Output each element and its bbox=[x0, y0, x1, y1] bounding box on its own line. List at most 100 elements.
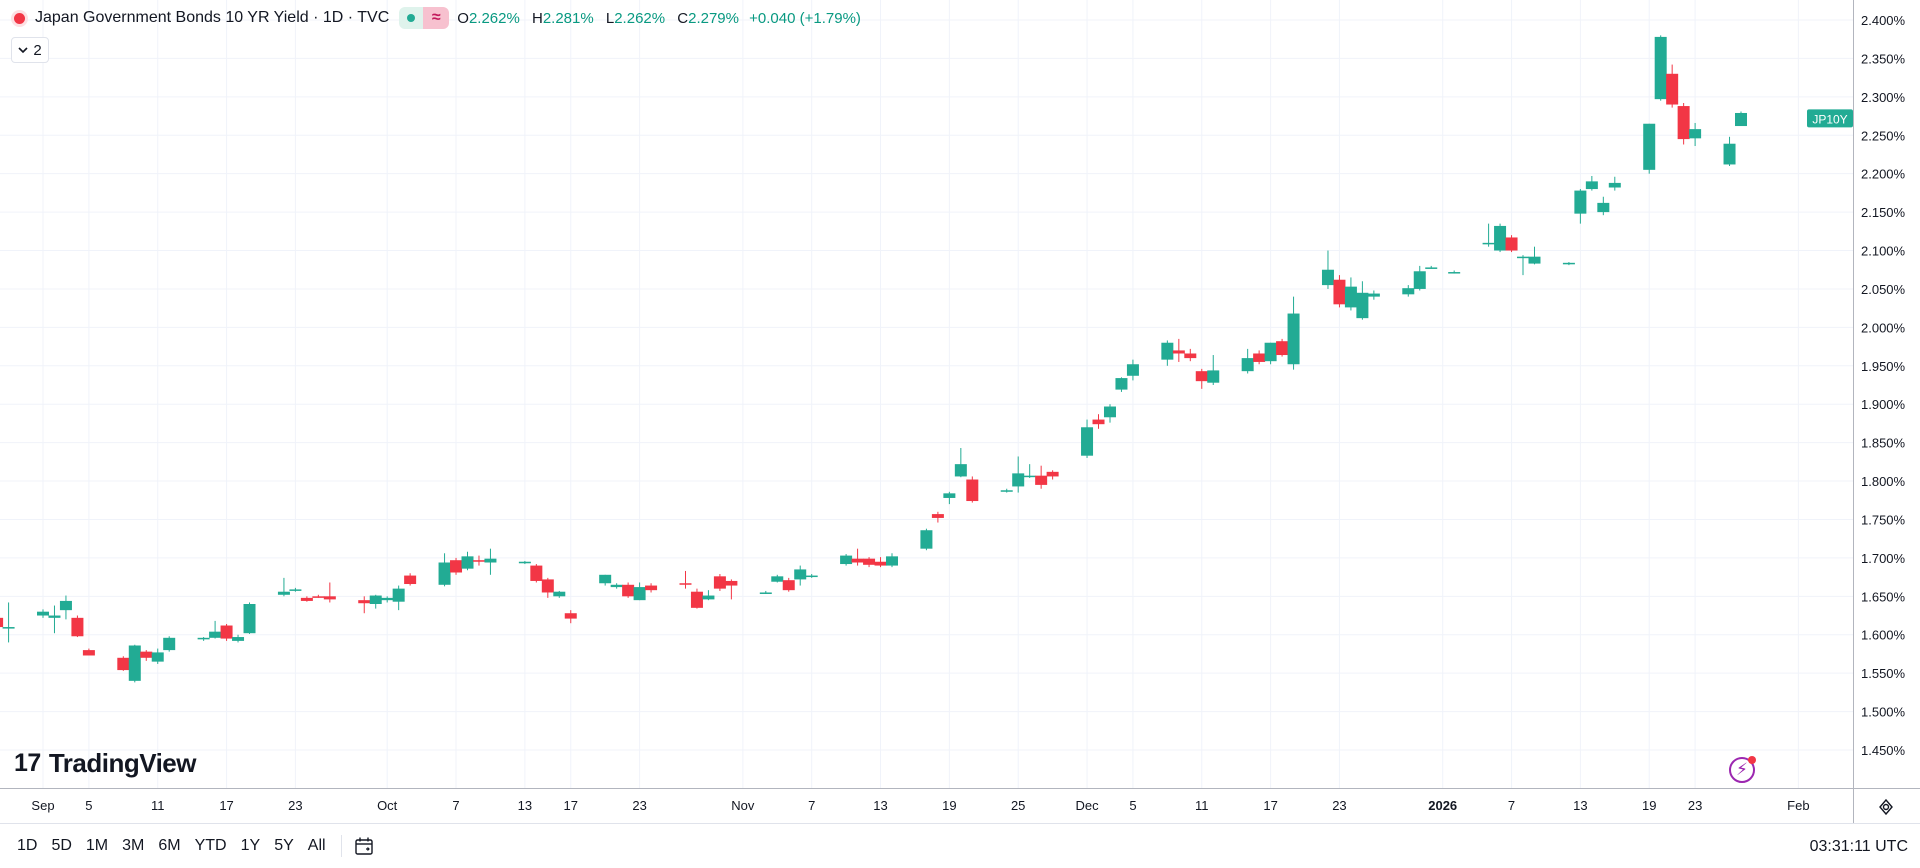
legend-collapse-button[interactable]: 2 bbox=[11, 37, 49, 63]
candle bbox=[1517, 255, 1530, 276]
candle bbox=[1172, 338, 1185, 362]
candle bbox=[725, 579, 738, 600]
candle bbox=[1035, 465, 1048, 489]
candle bbox=[1321, 250, 1334, 289]
candle-body-up bbox=[1344, 286, 1357, 308]
range-ytd-button[interactable]: YTD bbox=[194, 837, 227, 854]
candle bbox=[1494, 223, 1507, 253]
candle bbox=[358, 596, 371, 614]
candle bbox=[71, 615, 84, 638]
delayed-data-icon: ≈ bbox=[423, 7, 450, 29]
tradingview-logo[interactable]: 17 TradingView bbox=[14, 748, 197, 779]
candle-body-up bbox=[1448, 272, 1461, 274]
range-1m-button[interactable]: 1M bbox=[85, 837, 109, 854]
candle bbox=[1000, 488, 1013, 493]
candle bbox=[450, 557, 463, 575]
candle bbox=[277, 577, 290, 597]
candle-body-up bbox=[369, 595, 382, 604]
candle-body-up bbox=[1321, 269, 1334, 286]
price-axis[interactable]: 1.450% 1.500% 1.550% 1.600% 1.650% 1.700% 1.75… bbox=[1853, 0, 1906, 823]
candle-body-up bbox=[232, 637, 245, 641]
candle bbox=[197, 637, 210, 641]
candle-body-down bbox=[564, 613, 577, 619]
candle bbox=[1333, 275, 1346, 308]
candle-body-down bbox=[71, 617, 84, 637]
range-5d-button[interactable]: 5D bbox=[51, 837, 72, 854]
candle bbox=[1264, 342, 1277, 365]
candle-body-down bbox=[1666, 73, 1679, 105]
candle bbox=[1482, 223, 1495, 247]
candle-body-up bbox=[633, 587, 646, 601]
x-tick-label: 2026 bbox=[1428, 798, 1457, 813]
market-open-icon bbox=[399, 7, 424, 29]
candle bbox=[1723, 136, 1736, 166]
price-chart[interactable]: 1.450% 1.500% 1.550% 1.600% 1.650% 1.700% 1.75… bbox=[0, 0, 1920, 823]
candle bbox=[300, 596, 313, 602]
candle-body-down bbox=[1276, 341, 1289, 356]
y-tick-label: 2.050% bbox=[1861, 282, 1906, 297]
candle bbox=[702, 590, 715, 601]
candle-body-down bbox=[1046, 471, 1059, 477]
candle bbox=[771, 574, 784, 583]
candle bbox=[1081, 419, 1094, 458]
range-6m-button[interactable]: 6M bbox=[158, 837, 181, 854]
range-3m-button[interactable]: 3M bbox=[122, 837, 145, 854]
candle-body-up bbox=[1012, 473, 1025, 487]
y-tick-label: 1.450% bbox=[1861, 743, 1906, 758]
candle-body-down bbox=[530, 565, 543, 581]
utc-clock[interactable]: 03:31:11 UTC bbox=[1809, 837, 1908, 855]
candle bbox=[1448, 270, 1461, 274]
candle-body-up bbox=[1608, 182, 1621, 188]
candle bbox=[1367, 290, 1380, 300]
candle-body-up bbox=[1115, 378, 1128, 390]
candle-body-down bbox=[1677, 106, 1690, 140]
range-1y-button[interactable]: 1Y bbox=[240, 837, 261, 854]
market-status[interactable]: ≈ bbox=[399, 7, 450, 29]
candle-body-up bbox=[243, 604, 256, 634]
candle bbox=[1356, 281, 1369, 320]
range-5y-button[interactable]: 5Y bbox=[274, 837, 294, 854]
candle-body-up bbox=[1356, 292, 1369, 319]
candle-body-up bbox=[484, 558, 497, 563]
candle-body-up bbox=[954, 464, 967, 477]
candle bbox=[37, 609, 49, 618]
candle-body-down bbox=[1092, 419, 1105, 425]
candle-body-up bbox=[1689, 129, 1702, 139]
candle-body-up bbox=[461, 556, 474, 569]
candle-body-down bbox=[1172, 350, 1185, 354]
candle-body-up bbox=[840, 555, 853, 565]
range-1d-button[interactable]: 1D bbox=[17, 837, 38, 854]
calendar-icon[interactable] bbox=[352, 834, 376, 858]
candle bbox=[323, 582, 336, 603]
candle-body-down bbox=[1184, 353, 1197, 359]
candle-body-up bbox=[610, 584, 623, 588]
y-tick-label: 2.400% bbox=[1861, 13, 1906, 28]
candle-body-up bbox=[1528, 256, 1541, 264]
x-tick-label: 5 bbox=[85, 798, 92, 813]
range-all-button[interactable]: All bbox=[307, 837, 326, 854]
x-tick-label: 11 bbox=[1195, 798, 1209, 813]
x-tick-label: 19 bbox=[1642, 798, 1656, 813]
candle-body-up bbox=[1643, 123, 1656, 170]
candle-body-down bbox=[863, 558, 876, 565]
candle-body-up bbox=[1023, 475, 1036, 478]
lightning-icon[interactable]: ⚡ bbox=[1729, 757, 1755, 783]
x-tick-label: Nov bbox=[731, 798, 755, 813]
candle bbox=[2, 602, 15, 643]
candle bbox=[782, 577, 795, 592]
y-tick-label: 2.000% bbox=[1861, 320, 1906, 335]
symbol-price-tag-label: JP10Y bbox=[1812, 112, 1847, 126]
candle-body-up bbox=[771, 576, 784, 582]
symbol-title[interactable]: Japan Government Bonds 10 YR Yield · 1D … bbox=[35, 9, 390, 26]
y-tick-label: 2.300% bbox=[1861, 90, 1906, 105]
candle bbox=[1597, 196, 1610, 216]
candle-body-up bbox=[392, 588, 405, 602]
close-value: 2.279% bbox=[688, 9, 739, 27]
axis-settings-icon[interactable] bbox=[1874, 795, 1898, 819]
candle bbox=[1608, 176, 1621, 191]
time-axis[interactable]: Sep 5 11 17 23 Oct 7 13 17 23 Nov 7 13 19 25 Dec 5 11 17 23… bbox=[0, 788, 1920, 814]
candle-body-down bbox=[874, 561, 887, 566]
candle-body-up bbox=[1207, 370, 1220, 383]
candle bbox=[553, 590, 566, 598]
candle-body-up bbox=[702, 595, 715, 600]
